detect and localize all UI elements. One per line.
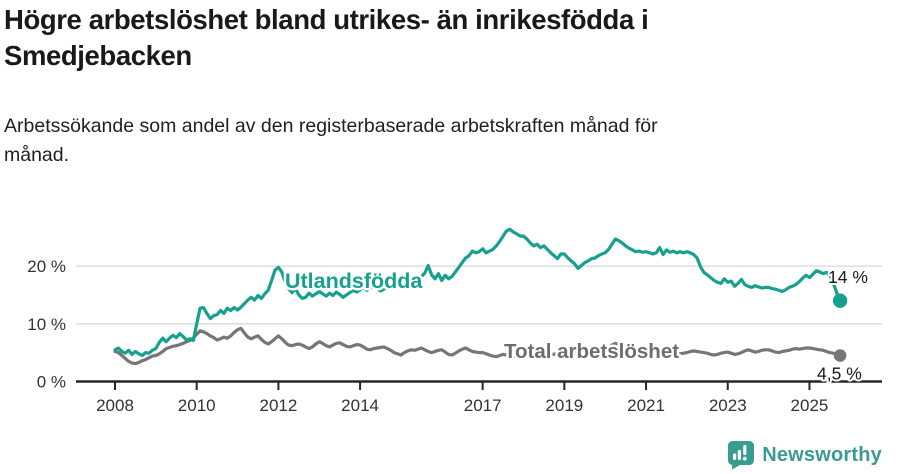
brand-name: Newsworthy xyxy=(762,443,882,466)
y-axis-tick-label: 10 % xyxy=(27,315,66,334)
series-line-1 xyxy=(113,227,842,358)
x-axis-tick-label: 2025 xyxy=(791,396,829,415)
y-axis-tick-label: 20 % xyxy=(27,257,66,276)
x-axis-tick-label: 2023 xyxy=(709,396,747,415)
chart-title: Högre arbetslöshet bland utrikes- än inr… xyxy=(4,4,649,72)
x-axis-tick-label: 2014 xyxy=(341,396,379,415)
x-axis-tick-label: 2021 xyxy=(627,396,665,415)
x-axis-tick-label: 2019 xyxy=(545,396,583,415)
series-end-dot-0 xyxy=(833,349,847,362)
x-axis-tick-label: 2017 xyxy=(464,396,502,415)
chart-subtitle: Arbetssökande som andel av den registerb… xyxy=(4,115,658,167)
newsworthy-logo-icon xyxy=(727,440,755,470)
series-label-0: Total arbetslöshet xyxy=(504,340,679,363)
series-line-0 xyxy=(113,326,842,366)
series-label-1: Utlandsfödda xyxy=(285,269,423,293)
brand-footer: Newsworthy xyxy=(727,440,882,470)
x-axis-tick-label: 2010 xyxy=(178,396,216,415)
y-axis-tick-label: 0 % xyxy=(37,373,66,392)
x-axis-tick-label: 2012 xyxy=(259,396,297,415)
series-end-dot-1 xyxy=(832,293,848,308)
x-axis-tick-label: 2008 xyxy=(96,396,134,415)
series-end-label-0: 4,5 % xyxy=(817,364,862,384)
series-end-label-1: 14 % xyxy=(828,267,868,287)
